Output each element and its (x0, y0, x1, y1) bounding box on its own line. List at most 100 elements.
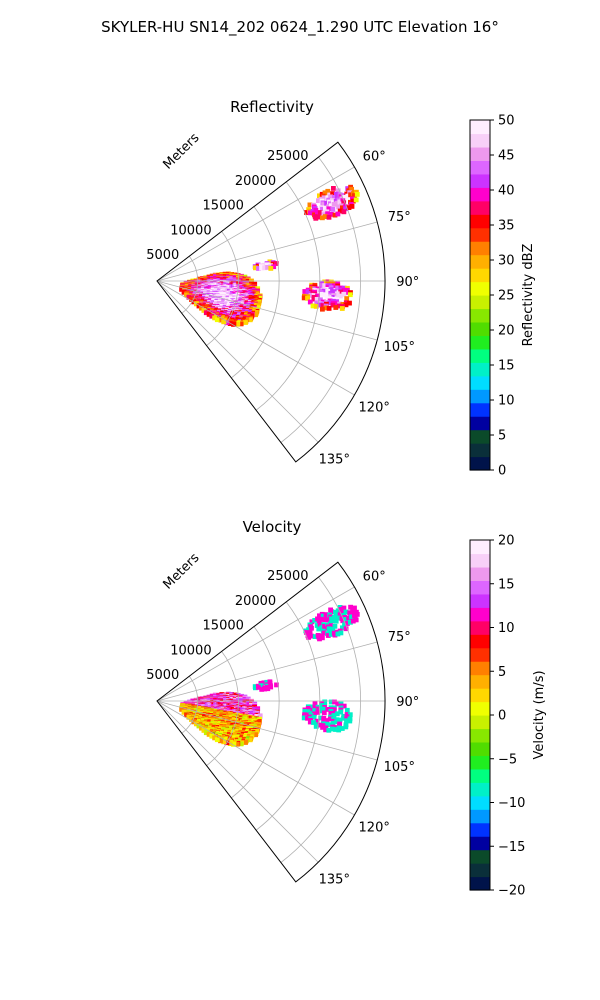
echo-cell (243, 740, 248, 745)
echo-cell (329, 726, 335, 732)
echo-cell (326, 214, 332, 220)
echo-cell (309, 633, 314, 639)
echo-cell (264, 679, 270, 685)
colorbar-segment (470, 295, 490, 310)
colorbar-segment (470, 173, 490, 188)
echo-cell (344, 296, 350, 301)
echo-cell (322, 699, 328, 705)
range-ring (280, 576, 361, 863)
range-ring (280, 156, 361, 443)
colorbar-segment (470, 634, 490, 649)
echo-cell (262, 265, 267, 271)
echo-cell (350, 618, 356, 624)
colorbar-segment (470, 146, 490, 161)
radial-tick-label: 25000 (267, 569, 308, 584)
echo-cell (256, 685, 261, 690)
echo-cell (196, 303, 202, 309)
echo-cell (338, 607, 344, 612)
echo-cell (341, 605, 347, 611)
colorbar-tick-label: 45 (498, 149, 515, 164)
echo-cell (313, 724, 319, 729)
echo-cell (317, 193, 322, 199)
colorbar-segment (470, 540, 490, 555)
velocity-radial-label: Meters (161, 550, 203, 592)
echo-cell (314, 300, 320, 306)
echo-cell (271, 264, 277, 270)
echo-cell (247, 317, 253, 323)
echo-cell (318, 292, 324, 297)
echo-cell (186, 294, 192, 300)
echo-cell (332, 632, 338, 638)
echo-cell (334, 291, 340, 297)
echo-cell (309, 704, 314, 710)
echo-cell (329, 609, 334, 615)
echo-cell (313, 207, 319, 213)
echo-cell (352, 605, 357, 611)
colorbar-segment (470, 120, 490, 135)
radial-tick-label: 20000 (235, 174, 276, 189)
echo-cell (309, 625, 314, 631)
echo-cell (345, 193, 351, 199)
radial-spoke (156, 166, 355, 282)
colorbar-tick-label: 0 (498, 464, 506, 479)
echo-cell (307, 630, 313, 636)
echo-cell (341, 291, 347, 297)
echo-cell (318, 708, 324, 714)
velocity-title: Velocity (243, 518, 302, 536)
colorbar-segment (470, 362, 490, 377)
velocity-tick-labels: 5000 10000 15000 20000 25000 60° 75° 90° 105° 120… (146, 569, 419, 887)
echo-cell (347, 300, 352, 306)
colorbar-segment (470, 620, 490, 635)
echo-cell (312, 704, 318, 710)
echo-cell (335, 608, 341, 614)
echo-cell (350, 198, 356, 204)
echo-cell (337, 612, 343, 618)
radial-spoke (156, 641, 378, 702)
echo-cell (231, 322, 236, 327)
echo-cell (256, 266, 261, 271)
colorbar-segment (470, 688, 490, 703)
echo-cell (307, 719, 313, 725)
echo-cell (326, 727, 332, 733)
colorbar-tick-label: 15 (498, 359, 515, 374)
echo-cell (315, 293, 320, 299)
echo-cell (259, 265, 264, 271)
echo-cell (301, 295, 307, 301)
echo-cell (179, 707, 185, 712)
echo-cell (349, 204, 355, 209)
echo-cell (346, 615, 351, 621)
echo-cell (339, 726, 345, 731)
echo-cell (330, 191, 335, 196)
echo-cell (304, 630, 309, 635)
echo-cell (334, 711, 340, 717)
echo-cell (336, 727, 342, 733)
echo-cell (343, 609, 349, 615)
echo-cell (305, 706, 311, 711)
echo-cell (265, 265, 270, 270)
echo-cell (238, 741, 244, 747)
angle-tick-label: 135° (319, 452, 350, 467)
echo-cell (308, 289, 314, 295)
echo-cell (184, 292, 189, 298)
echo-cell (315, 288, 321, 294)
echo-cell (333, 611, 339, 617)
echo-cell (353, 197, 359, 203)
echo-cell (209, 733, 215, 739)
echo-cell (308, 292, 314, 298)
echo-cell (321, 630, 327, 636)
echo-cell (253, 265, 258, 271)
velocity-grid (156, 561, 386, 883)
echo-cell (253, 732, 258, 738)
range-ring (255, 181, 321, 411)
echo-cell (350, 609, 355, 614)
colorbar-tick-label: 30 (498, 254, 515, 269)
echo-cell (335, 701, 341, 707)
echo-cell (321, 195, 327, 201)
echo-cell (338, 630, 344, 636)
echo-cell (330, 627, 336, 632)
echo-cell (325, 288, 331, 294)
velocity-colorbar-ticks: −20 −15 −10 −5 0 5 10 15 20 (490, 534, 525, 899)
echo-cell (270, 261, 276, 267)
echo-cell (344, 718, 349, 724)
colorbar-segment (470, 389, 490, 404)
